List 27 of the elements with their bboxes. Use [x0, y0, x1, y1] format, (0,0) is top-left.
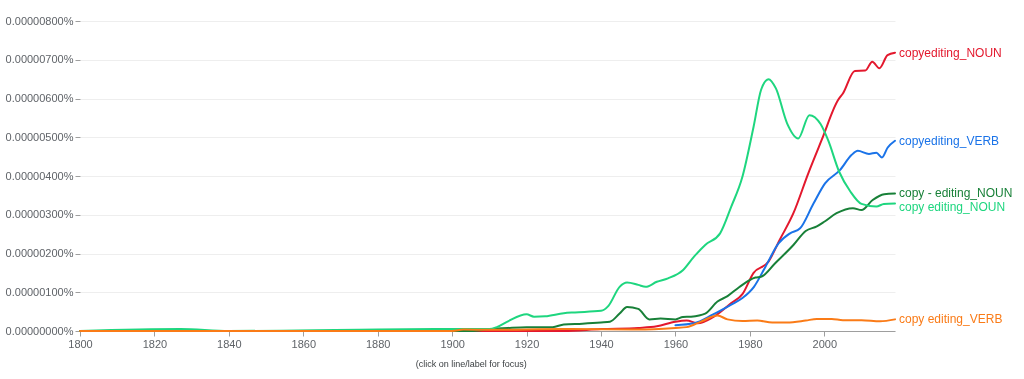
- y-tick-label: 0.00000100%: [5, 285, 74, 298]
- x-tick-label: 2000: [812, 337, 838, 350]
- series-label: copyediting_NOUN: [899, 45, 1002, 60]
- series-label: copy editing_NOUN: [899, 200, 1006, 215]
- x-tick-label: 1840: [217, 337, 242, 350]
- y-tick-label: 0.00000200%: [5, 247, 74, 259]
- y-tick-label: 0.00000000%: [5, 324, 74, 337]
- text: (click on line/label for focus): [415, 359, 527, 369]
- y-tick-label: 0.00000500%: [5, 130, 74, 143]
- y-tick-label: 0.00000800%: [5, 14, 74, 27]
- y-tick-label: 0.00000700%: [5, 53, 74, 66]
- line-series: [674, 139, 896, 327]
- y-tick-label: 0.00000400%: [5, 169, 74, 182]
- series-label: copy - editing_NOUN: [899, 186, 1013, 201]
- series-label: copyediting_VERB: [899, 133, 1000, 148]
- x-tick-label: 1900: [440, 337, 465, 350]
- x-tick-label: 1860: [291, 337, 317, 350]
- x-tick-label: 1940: [589, 337, 614, 350]
- x-tick-label: 1800: [68, 337, 93, 350]
- y-tick-label: 0.00000600%: [5, 92, 74, 104]
- x-tick-label: 1960: [663, 337, 689, 350]
- x-tick-label: 1820: [142, 337, 168, 350]
- y-tick-label: 0.00000300%: [5, 208, 74, 221]
- x-tick-label: 1980: [738, 337, 763, 350]
- series-label: copy editing_VERB: [899, 312, 1003, 327]
- x-tick-label: 1880: [365, 337, 391, 350]
- x-tick-label: 1920: [514, 337, 540, 350]
